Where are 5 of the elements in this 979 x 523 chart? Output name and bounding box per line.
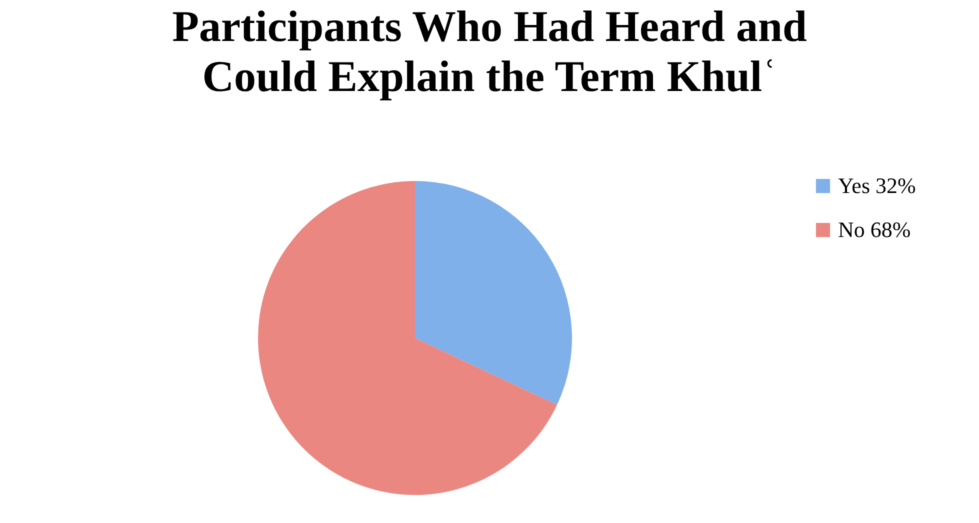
pie-slice <box>258 181 558 495</box>
chart-title: Participants Who Had Heard and Could Explain the Term Khulʿ <box>172 2 807 101</box>
legend-label: Yes 32% <box>838 173 916 198</box>
pie-slice <box>415 181 572 405</box>
legend-label: No 68% <box>838 217 911 242</box>
